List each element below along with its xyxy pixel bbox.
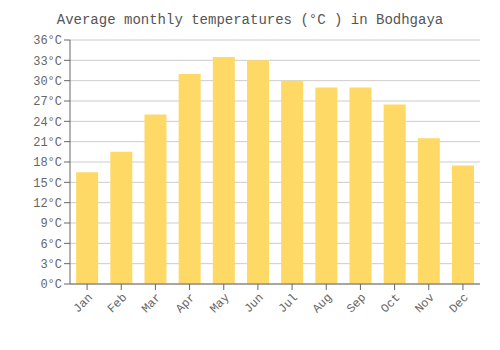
svg-text:36°C: 36°C (33, 34, 62, 48)
svg-text:33°C: 33°C (33, 55, 62, 69)
svg-text:Nov: Nov (412, 291, 437, 316)
svg-text:Dec: Dec (447, 291, 472, 316)
svg-text:24°C: 24°C (33, 116, 62, 130)
svg-text:Oct: Oct (378, 291, 403, 316)
svg-text:May: May (207, 291, 232, 316)
svg-text:15°C: 15°C (33, 177, 62, 191)
svg-text:Feb: Feb (105, 291, 130, 316)
svg-text:27°C: 27°C (33, 95, 62, 109)
svg-text:30°C: 30°C (33, 75, 62, 89)
svg-text:Sep: Sep (344, 291, 369, 316)
svg-text:18°C: 18°C (33, 156, 62, 170)
svg-text:6°C: 6°C (40, 238, 62, 252)
svg-text:Jan: Jan (71, 291, 96, 316)
svg-text:3°C: 3°C (40, 258, 62, 272)
svg-text:Aug: Aug (310, 291, 335, 316)
svg-text:9°C: 9°C (40, 217, 62, 231)
svg-text:0°C: 0°C (40, 278, 62, 292)
svg-text:Mar: Mar (139, 291, 164, 316)
svg-text:Apr: Apr (173, 291, 198, 316)
svg-text:12°C: 12°C (33, 197, 62, 211)
svg-text:Jul: Jul (276, 291, 301, 316)
svg-text:Jun: Jun (242, 291, 267, 316)
svg-text:21°C: 21°C (33, 136, 62, 150)
html-text:Average monthly temperatures (: Average monthly temperatures (°C ) in Bo… (56, 12, 444, 28)
